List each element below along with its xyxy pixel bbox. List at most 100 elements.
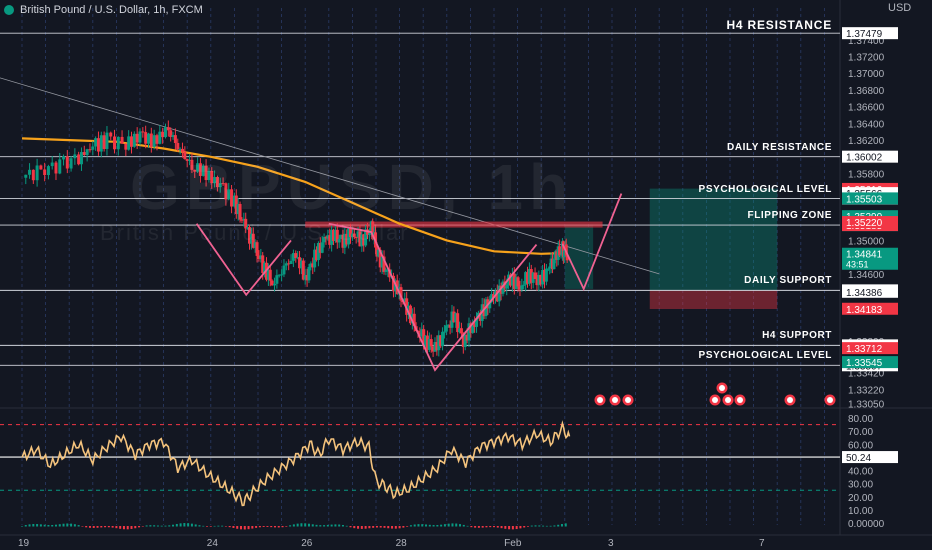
candle-body [166,127,170,131]
candle-body [425,335,429,350]
histogram-bar [187,523,190,527]
candle-body [185,159,189,161]
histogram-bar [149,525,152,527]
candle-body [497,285,501,302]
histogram-bar [168,525,171,527]
price-tick-label: 1.37200 [848,52,885,63]
histogram-bar [553,525,556,527]
candle-body [244,218,248,229]
rsi-tick-label: 80.00 [848,414,873,425]
candle-body [178,148,182,150]
histogram-bar [258,526,261,528]
candle-body [362,234,366,246]
price-axis[interactable]: 1.37400 1.37200 1.37000 1.36800 1.36600 1.364… [842,27,898,530]
candle-body [263,262,267,274]
price-tag [842,192,898,205]
price-tick-label: 1.33420 [848,369,885,380]
histogram-bar [289,525,292,527]
histogram-bar [281,526,284,528]
candle-body [85,149,89,155]
histogram-bar [138,526,141,528]
candle-body [127,136,131,150]
histogram-bar [334,524,337,527]
histogram-bar [262,526,265,527]
price-tick-label: 1.37000 [848,69,885,80]
currency-label[interactable]: USD [888,2,912,14]
candle-body [248,227,252,244]
candle-body [384,270,388,272]
histogram-bar [160,525,163,527]
candle-body [339,234,343,239]
histogram-bar [126,526,129,530]
candle-body [169,130,173,137]
histogram-bar [209,526,212,527]
candle-body [399,287,403,301]
price-tag-text: 1.34841 [846,250,883,261]
time-axis[interactable]: 19 24 26 28 Feb 3 7 [0,534,932,549]
histogram-bar [153,525,156,527]
candle-body [341,234,345,248]
economic-event-icon-inner [612,397,618,403]
economic-event-icon-inner [725,397,731,403]
candle-body [318,242,322,253]
candle-body [452,311,456,323]
candle-body [408,305,412,324]
candle-body [335,229,339,243]
long-stop-zone [649,290,778,310]
histogram-bar [477,526,480,528]
histogram-bar [77,525,80,527]
rsi-tick-label: 40.00 [848,467,873,478]
economic-event-icon-inner [712,397,718,403]
candle-body [328,235,332,245]
histogram-bar [557,524,560,527]
candle-body [433,342,437,352]
candle-body [188,159,192,161]
candle-body [232,195,236,207]
histogram-bar [156,525,159,527]
rsi-tick-label: 0.00000 [848,519,885,530]
candle-body [39,165,43,170]
histogram-bar [300,523,303,527]
candle-body [301,260,305,280]
histogram-bar [236,526,239,529]
candle-body [116,136,120,150]
candle-body [326,235,330,239]
price-tag-text: 1.33545 [846,358,883,369]
histogram-bar [341,524,344,527]
histogram-bar [353,526,356,529]
candle-body [448,324,452,328]
candle-body [559,254,563,256]
price-tick-label: 1.36200 [848,136,885,147]
candle-body [190,159,194,170]
histogram-bar [115,526,118,529]
candle-body [65,156,69,169]
countdown-text: 43:51 [846,260,869,270]
candle-body [43,169,47,176]
candle-body [234,195,238,215]
candle-body [427,339,431,350]
candle-body [213,177,217,184]
grid [0,0,932,535]
histogram-bar [213,525,216,527]
candle-body [158,131,162,144]
candle-body [257,255,261,260]
candle-body [322,237,326,243]
candle-body [524,272,528,285]
chart-header[interactable]: British Pound / U.S. Dollar, 1h, FXCM [0,0,203,20]
candle-body [144,132,148,144]
histogram-bar [455,523,458,527]
candle-body [273,283,277,286]
candle-body [473,322,477,327]
histogram-bar [273,526,276,528]
candle-body [31,169,35,181]
symbol-title[interactable]: British Pound / U.S. Dollar, 1h, FXCM [20,4,203,16]
candle-body [378,249,382,268]
candle-body [529,269,533,283]
histogram-bar [28,524,31,527]
candle-body [437,335,441,351]
candle-body [324,237,328,239]
rsi-line [21,420,571,507]
candle-body [520,285,524,290]
candle-body [367,233,371,235]
